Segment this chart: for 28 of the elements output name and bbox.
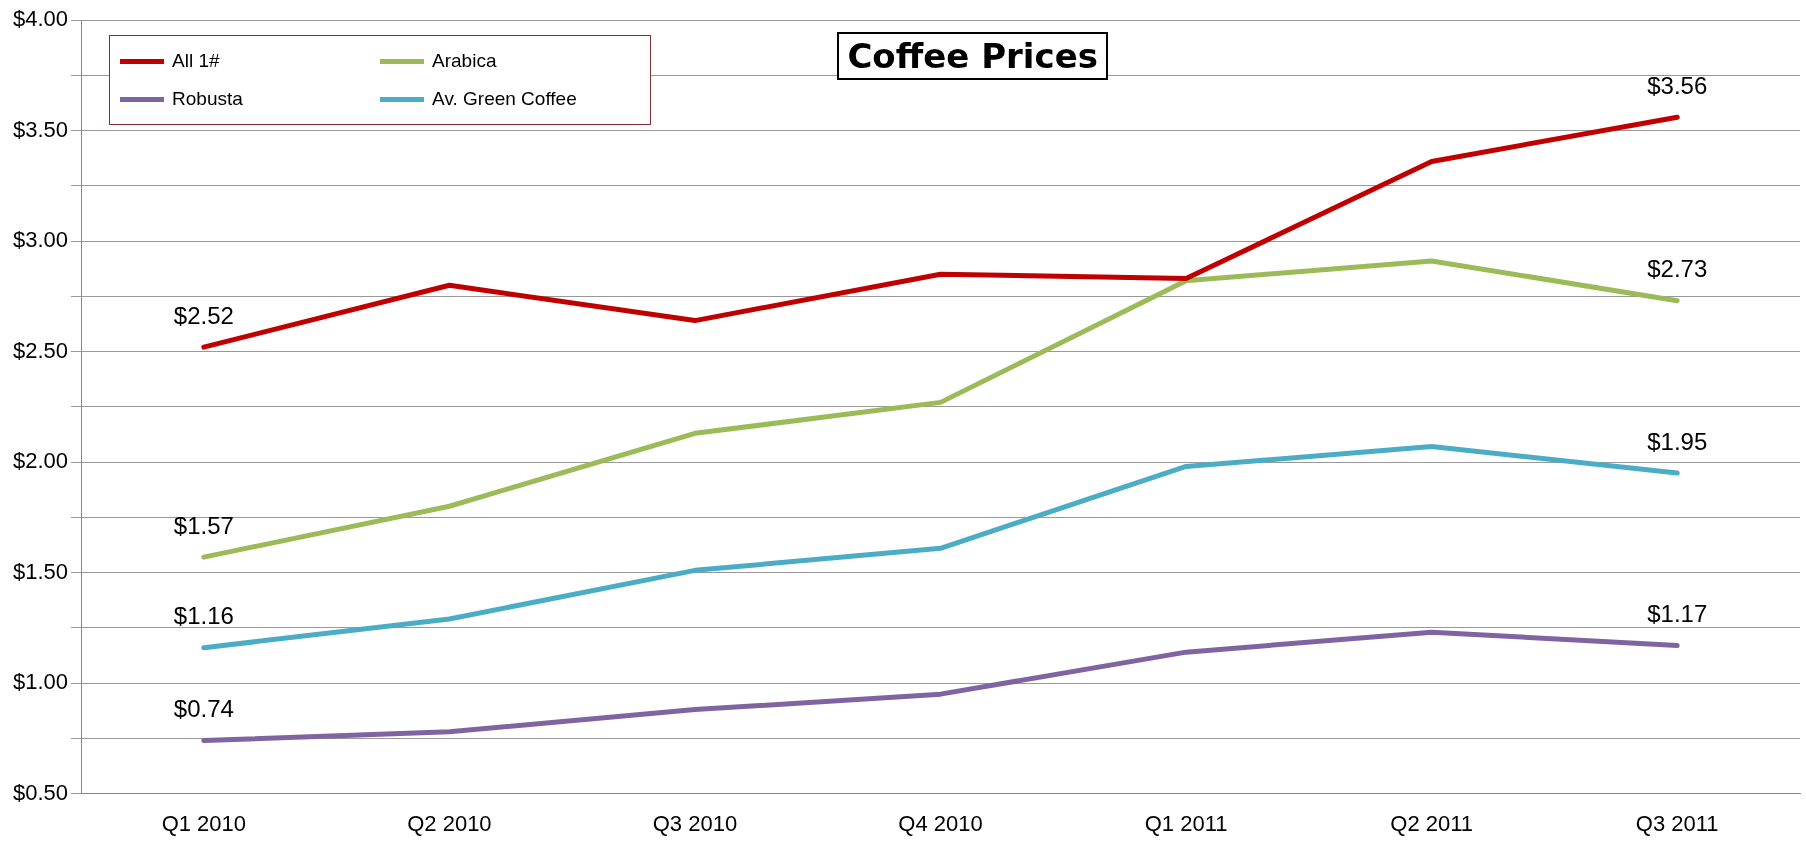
x-tick-label: Q1 2011 — [1144, 810, 1228, 836]
x-tick-label: Q2 2010 — [407, 810, 492, 836]
data-label: $0.74 — [173, 695, 234, 723]
data-label: $1.57 — [173, 511, 234, 539]
legend-label: All 1# — [171, 49, 221, 73]
x-tick-label: Q3 2011 — [1635, 810, 1719, 836]
x-tick-label: Q3 2010 — [652, 810, 738, 836]
text: $2.50 — [12, 337, 69, 363]
data-label: $2.52 — [173, 301, 234, 329]
text: $3.50 — [12, 116, 69, 142]
legend-label: Arabica — [431, 49, 498, 73]
text: $1.00 — [12, 669, 69, 695]
legend-label: Av. Green Coffee — [431, 87, 578, 111]
text: $3.00 — [12, 227, 69, 253]
data-label: $2.73 — [1647, 255, 1708, 283]
data-label: $3.56 — [1647, 71, 1708, 99]
data-label: $1.17 — [1647, 600, 1708, 628]
x-tick-label: Q1 2010 — [161, 810, 247, 836]
data-label: $1.95 — [1647, 427, 1708, 455]
text: Coffee Prices — [837, 32, 1108, 80]
text: $1.50 — [12, 558, 69, 584]
x-tick-label: Q2 2011 — [1390, 810, 1474, 836]
data-label: $1.16 — [173, 602, 234, 630]
legend-label: Robusta — [171, 87, 244, 111]
text: $4.00 — [12, 6, 69, 32]
text: $2.00 — [12, 448, 69, 474]
x-tick-label: Q4 2010 — [898, 810, 983, 836]
text: $0.50 — [12, 779, 69, 805]
